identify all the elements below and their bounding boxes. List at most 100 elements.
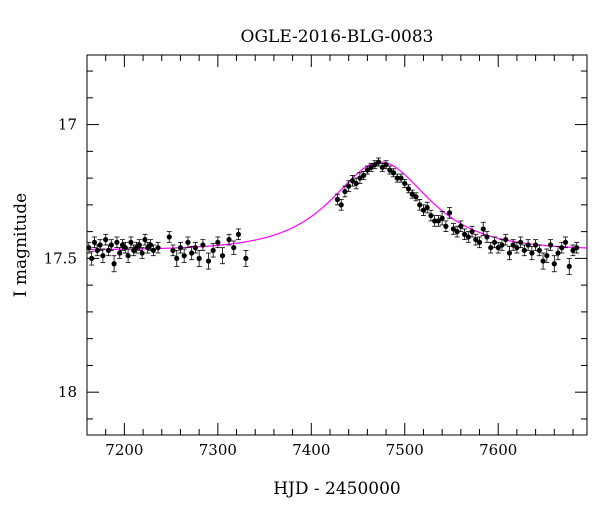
data-point <box>413 192 419 202</box>
data-point <box>439 211 445 226</box>
data-marker <box>432 218 438 224</box>
data-marker <box>402 180 408 187</box>
y-tick-label: 17 <box>58 116 77 134</box>
data-marker <box>439 215 445 221</box>
data-marker <box>235 231 242 237</box>
model-curve <box>86 161 588 251</box>
data-marker <box>103 237 109 243</box>
y-tick-label: 18 <box>58 383 77 401</box>
data-marker <box>413 194 419 200</box>
data-marker <box>570 247 576 253</box>
data-point <box>465 231 471 243</box>
data-point <box>435 215 442 227</box>
data-point <box>555 245 561 261</box>
data-point <box>108 239 114 251</box>
data-point <box>200 239 206 251</box>
data-point <box>94 244 100 257</box>
data-marker <box>532 242 539 248</box>
data-marker <box>488 245 494 251</box>
data-point <box>105 244 112 257</box>
data-marker <box>108 242 114 248</box>
data-point <box>469 225 475 238</box>
data-marker <box>375 159 382 165</box>
data-marker <box>100 253 106 259</box>
data-point <box>443 220 449 233</box>
data-marker <box>174 255 180 261</box>
data-marker <box>435 218 442 224</box>
x-tick-label: 7300 <box>199 441 237 459</box>
data-point <box>566 257 572 275</box>
data-marker <box>94 247 100 253</box>
data-marker <box>86 245 92 251</box>
data-point <box>103 233 109 246</box>
data-marker <box>544 253 550 259</box>
y-axis-label: I magnitude <box>11 193 31 297</box>
data-marker <box>353 180 359 187</box>
data-point <box>480 221 486 237</box>
data-marker <box>420 207 427 213</box>
data-point <box>559 241 565 254</box>
data-marker <box>465 234 471 240</box>
data-marker <box>361 172 367 179</box>
data-point <box>196 249 202 267</box>
data-marker <box>231 245 237 251</box>
data-point <box>349 175 356 187</box>
data-point <box>547 239 554 251</box>
data-point <box>476 236 483 249</box>
data-marker <box>125 253 131 259</box>
data-point <box>215 236 221 249</box>
data-points-group <box>86 157 580 275</box>
data-point <box>111 255 117 273</box>
data-marker <box>142 237 148 243</box>
data-marker <box>547 242 554 248</box>
axis-ticks: 7200 7300 7400 7500 7600 17 17.5 18 <box>44 55 587 459</box>
data-point <box>353 177 359 190</box>
data-marker <box>89 255 95 261</box>
data-point <box>89 251 95 266</box>
data-marker <box>192 245 199 251</box>
data-point <box>142 233 148 246</box>
data-marker <box>536 247 542 253</box>
chart-title: OGLE-2016-BLG-0083 <box>241 27 434 47</box>
data-marker <box>503 237 509 243</box>
data-marker <box>383 162 389 168</box>
data-marker <box>450 226 456 232</box>
data-marker <box>166 234 172 240</box>
data-point <box>210 243 216 258</box>
data-point <box>114 236 120 249</box>
data-marker <box>155 245 161 251</box>
data-point <box>231 240 237 255</box>
data-marker <box>390 170 397 176</box>
data-marker <box>566 263 572 270</box>
data-marker <box>417 202 423 208</box>
x-tick-label: 7600 <box>479 441 517 459</box>
data-point <box>174 249 180 267</box>
data-marker <box>219 253 226 259</box>
data-point <box>447 207 453 219</box>
data-marker <box>398 175 404 181</box>
data-marker <box>495 245 501 251</box>
data-point <box>536 244 542 257</box>
data-point <box>235 228 242 241</box>
data-point <box>570 244 576 257</box>
data-point <box>128 236 134 249</box>
data-point <box>185 236 191 249</box>
data-point <box>226 233 232 246</box>
data-marker <box>177 245 184 251</box>
data-point <box>383 160 389 170</box>
data-marker <box>447 210 453 216</box>
data-marker <box>215 239 221 245</box>
data-marker <box>491 239 498 245</box>
data-point <box>562 236 569 249</box>
data-marker <box>181 253 187 259</box>
data-point <box>506 245 513 261</box>
data-point <box>532 239 539 251</box>
data-marker <box>424 204 430 211</box>
data-point <box>166 231 172 243</box>
data-marker <box>338 202 344 208</box>
data-point <box>150 244 156 257</box>
data-point <box>139 247 145 259</box>
data-marker <box>405 186 412 192</box>
data-point <box>402 179 408 188</box>
